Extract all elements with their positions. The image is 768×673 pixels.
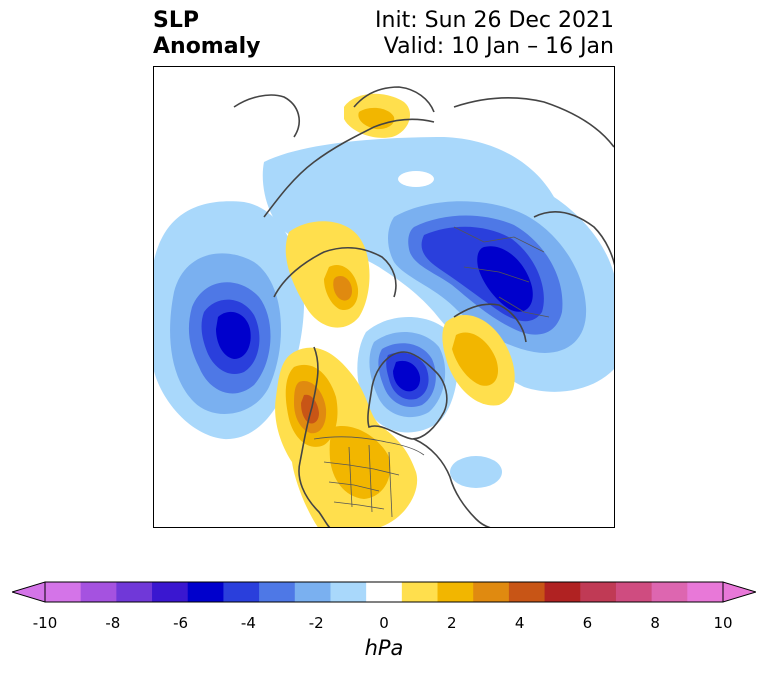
- units-label: hPa: [364, 636, 404, 660]
- colorbar-segment: [651, 582, 688, 602]
- colorbar-tick-label: -6: [173, 614, 189, 632]
- coastlines: [233, 86, 614, 527]
- init-date: Init: Sun 26 Dec 2021: [375, 8, 614, 33]
- colorbar: [12, 581, 756, 603]
- map-panel: [153, 66, 615, 528]
- colorbar-segment: [45, 582, 82, 602]
- map-subtitle: Init: Sun 26 Dec 2021 Valid: 10 Jan – 16…: [375, 8, 614, 60]
- colorbar-segment: [615, 582, 653, 602]
- valid-range: Valid: 10 Jan – 16 Jan: [383, 34, 614, 59]
- hudson-bay-low: [357, 317, 458, 433]
- colorbar-extend-right: [722, 581, 756, 603]
- colorbar-segment: [473, 582, 510, 602]
- colorbar-extend-left: [12, 581, 46, 603]
- colorbar-segment: [401, 582, 439, 602]
- colorbar-tick-label: -2: [308, 614, 324, 632]
- colorbar-segment: [508, 582, 546, 602]
- atlantic-low: [450, 456, 502, 488]
- colorbar-segment: [687, 582, 724, 602]
- colorbar-segment: [294, 582, 331, 602]
- colorbar-tick-label: 10: [713, 614, 733, 632]
- colorbar-tick-label: 0: [379, 614, 389, 632]
- colorbar-segment: [187, 582, 224, 602]
- map-title: SLP Anomaly: [153, 8, 260, 60]
- colorbar-outline: [44, 581, 724, 603]
- anomaly-map: [154, 86, 614, 527]
- north-atlantic-high: [442, 314, 515, 406]
- colorbar-tick-label: 4: [514, 614, 525, 632]
- colorbar-segment: [116, 582, 153, 602]
- colorbar-segment: [259, 582, 296, 602]
- colorbar-segment: [437, 582, 474, 602]
- colorbar-segment: [366, 582, 403, 602]
- country-borders: [313, 226, 550, 518]
- scandinavia-high: [344, 93, 411, 138]
- colorbar-segment: [223, 582, 260, 602]
- colorbar-segment: [330, 582, 367, 602]
- colorbar-tick-label: -8: [105, 614, 121, 632]
- north-pacific-low: [154, 201, 304, 440]
- title-slp: SLP: [153, 8, 199, 33]
- colorbar-tick-label: 8: [650, 614, 660, 632]
- colorbar-segment: [152, 582, 189, 602]
- colorbar-tick-label: 2: [447, 614, 457, 632]
- colorbar-tick-label: -10: [32, 614, 58, 632]
- colorbar-tick-label: 6: [582, 614, 593, 632]
- siberia-low: [262, 137, 614, 392]
- title-anomaly: Anomaly: [153, 34, 261, 59]
- colorbar-segment: [580, 582, 617, 602]
- colorbar-segment: [80, 582, 117, 602]
- colorbar-segment: [544, 582, 581, 602]
- colorbar-tick-label: -4: [240, 614, 256, 632]
